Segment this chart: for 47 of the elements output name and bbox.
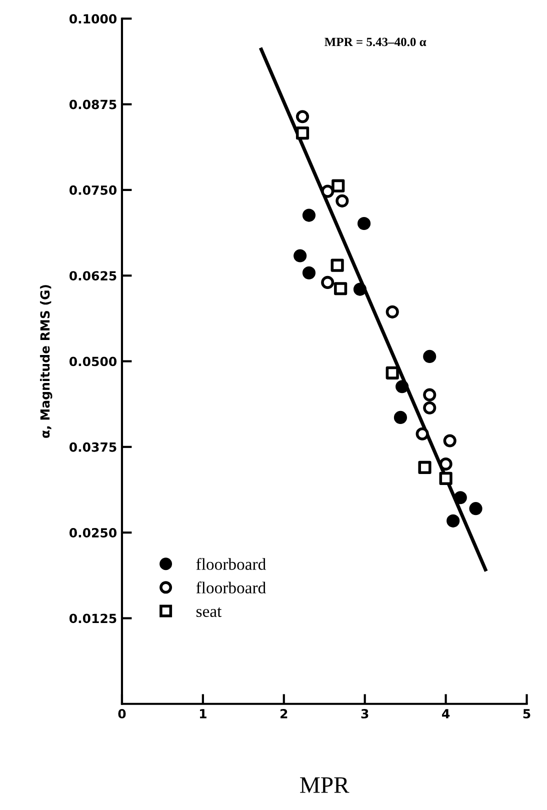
point <box>386 305 399 318</box>
point <box>321 276 334 289</box>
point <box>353 282 367 296</box>
legend-label: seat <box>196 607 222 617</box>
point <box>423 350 436 364</box>
legend-label: floorboard <box>196 558 266 570</box>
y-tick-label: 0.0750 <box>69 185 117 195</box>
point <box>296 126 310 140</box>
y-tick-label: 0.1000 <box>69 14 117 24</box>
point <box>439 458 452 471</box>
y-tick-label: 0.0125 <box>69 614 116 624</box>
point <box>302 208 316 222</box>
point <box>358 216 371 230</box>
y-tick-label: 0.0875 <box>69 100 116 110</box>
point <box>423 401 436 414</box>
x-tick-label: 3 <box>361 708 368 718</box>
x-tick-label: 1 <box>200 709 206 718</box>
point <box>334 282 348 296</box>
legend-label: floorboard <box>196 582 266 594</box>
point <box>332 179 345 192</box>
x-tick-label: 0 <box>118 708 126 718</box>
point <box>423 388 436 402</box>
point <box>469 502 482 516</box>
point <box>454 491 467 504</box>
point <box>294 249 307 262</box>
point <box>302 266 316 280</box>
point <box>418 460 432 474</box>
annotation: MPR = 5.43–40.0 α <box>324 38 426 46</box>
point <box>416 427 429 440</box>
x-tick-label: 4 <box>442 709 450 718</box>
point <box>386 366 399 380</box>
point <box>396 380 409 394</box>
point <box>446 514 460 528</box>
point <box>296 110 310 124</box>
y-axis-title: α, Magnitude RMS (G) <box>40 285 52 438</box>
point <box>439 472 452 485</box>
y-tick-label: 0.0375 <box>69 442 116 452</box>
point <box>336 194 349 208</box>
y-tick-label: 0.0500 <box>69 356 117 366</box>
x-tick-label: 2 <box>280 708 288 718</box>
point <box>443 434 456 448</box>
y-tick-label: 0.0625 <box>69 271 116 281</box>
x-axis-title: MPR <box>300 777 350 793</box>
point <box>330 258 344 272</box>
x-tick-label: 5 <box>523 709 530 718</box>
y-tick-label: 0.0250 <box>69 528 117 538</box>
point <box>394 410 408 424</box>
